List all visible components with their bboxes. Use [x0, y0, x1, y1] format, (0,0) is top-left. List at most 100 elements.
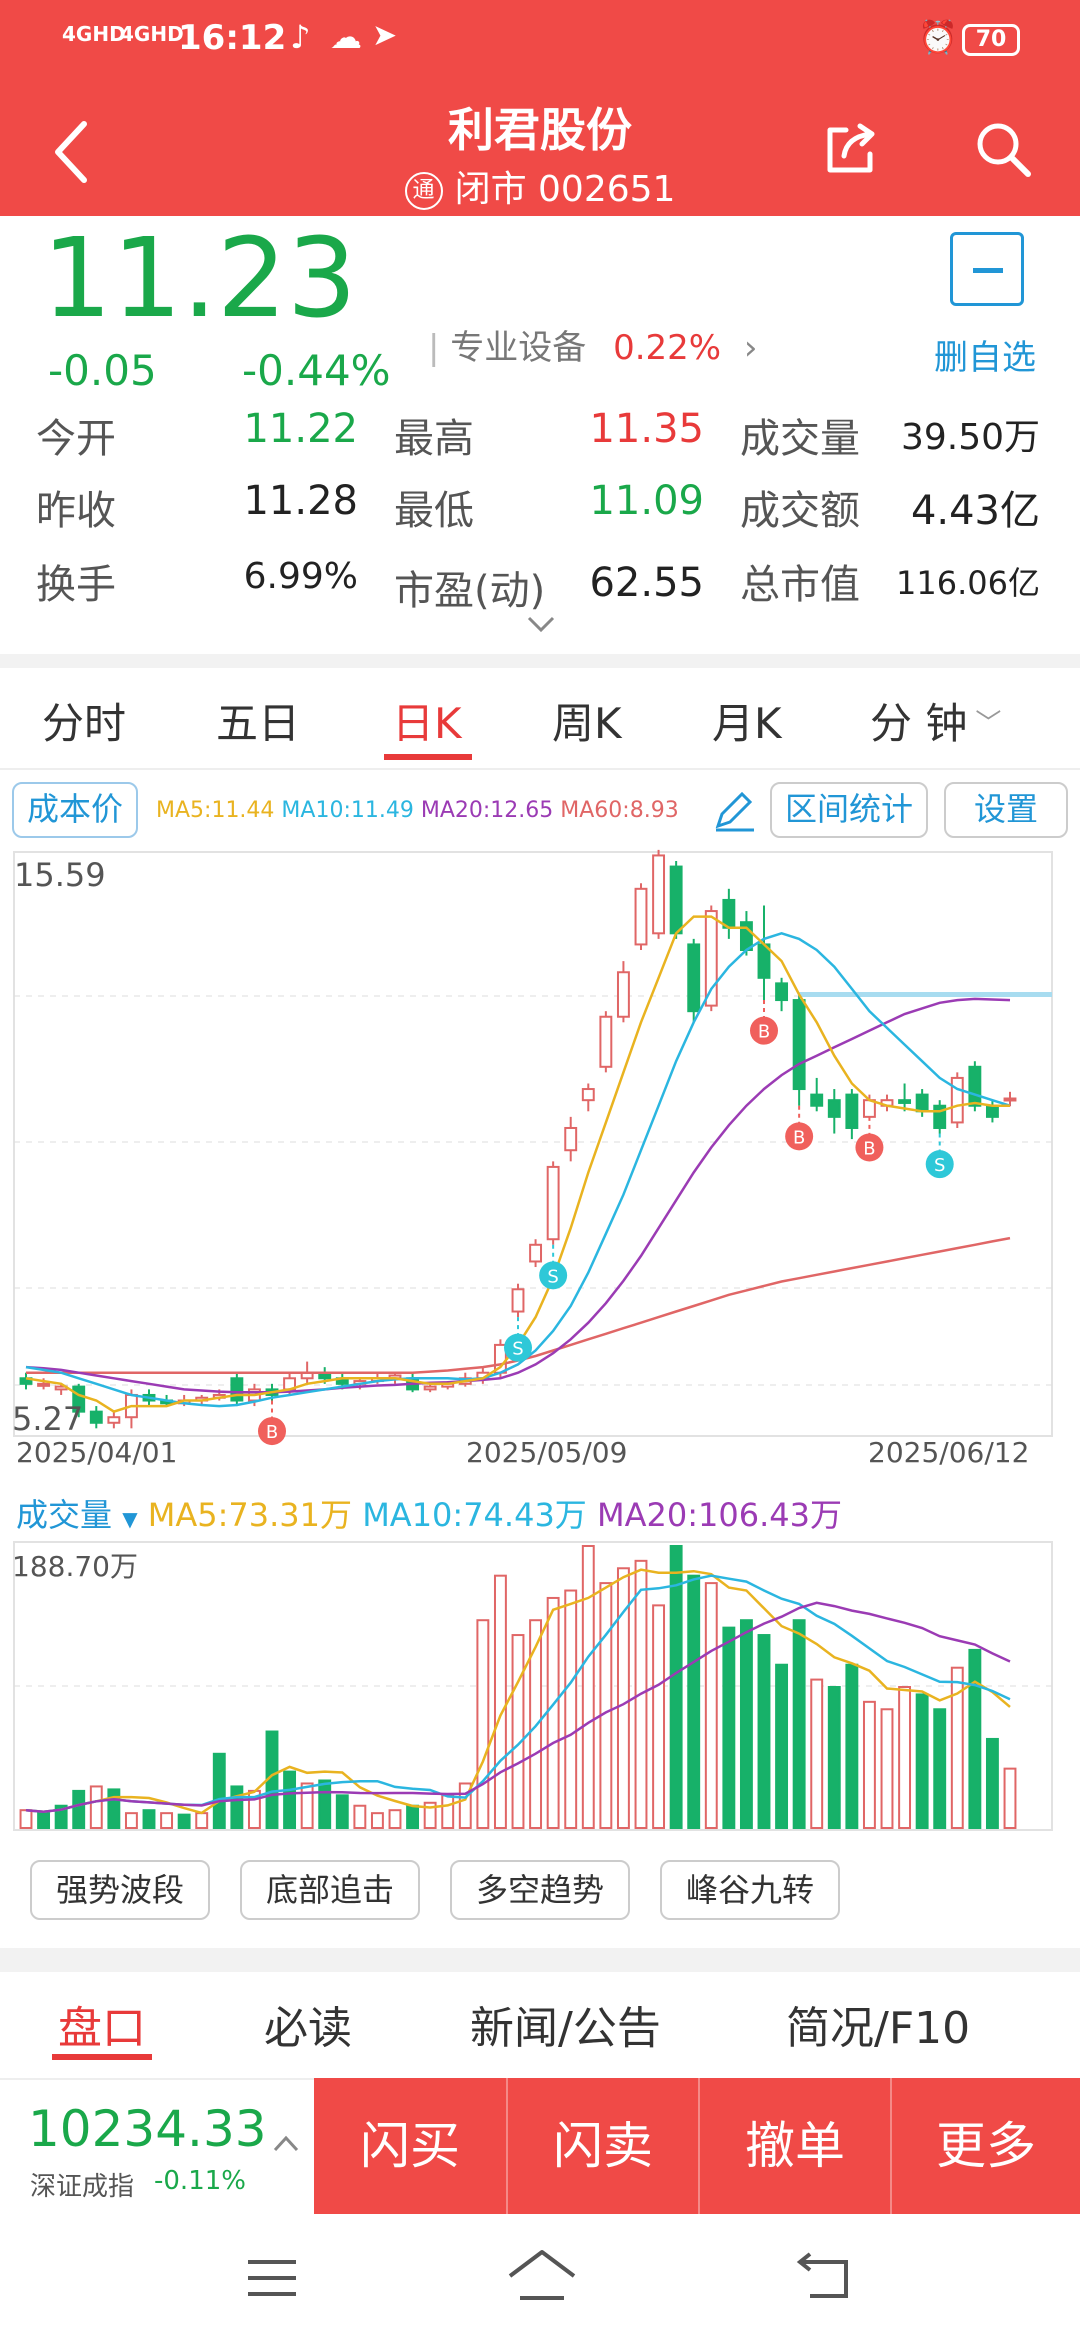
- field-value-prev-close: 11.28: [243, 478, 358, 524]
- candle-body: [529, 1243, 543, 1263]
- home-icon[interactable]: [506, 2248, 578, 2306]
- kline-chart[interactable]: B B B B S S S 15.59 5.27: [0, 848, 1080, 1478]
- tab-monthly-k[interactable]: 月K: [712, 699, 782, 748]
- tab-five-day[interactable]: 五日: [216, 699, 301, 748]
- remove-watchlist-button[interactable]: [950, 232, 1024, 306]
- section-tab-profile[interactable]: 简况/F10: [786, 2003, 971, 2054]
- volume-dropdown-icon[interactable]: ▼: [122, 1507, 138, 1531]
- field-value-volume: 39.50万: [900, 417, 1040, 458]
- candle-body: [810, 1093, 824, 1107]
- field-label-market-cap: 总市值: [740, 562, 860, 608]
- network-1: 4GHD: [62, 22, 126, 46]
- cloud-icon: ☁: [330, 18, 362, 56]
- tab-weekly-k[interactable]: 周K: [552, 699, 622, 748]
- strategy-button-strong-band[interactable]: 强势波段: [30, 1860, 210, 1920]
- header: 利君股份 通闭市 002651: [0, 80, 1080, 216]
- tab-daily-k[interactable]: 日K: [392, 699, 462, 748]
- strategy-button-long-short-trend[interactable]: 多空趋势: [450, 1860, 630, 1920]
- flash-buy-button[interactable]: 闪买: [314, 2078, 506, 2214]
- search-icon[interactable]: [974, 120, 1034, 180]
- strategy-button-bottom-chase[interactable]: 底部追击: [240, 1860, 420, 1920]
- volume-bar: [353, 1804, 367, 1830]
- candle-body: [968, 1065, 982, 1107]
- candle-body: [704, 910, 718, 1007]
- volume-bar: [19, 1809, 33, 1830]
- candle: [792, 994, 806, 1106]
- x-tick-end: 2025/06/12: [868, 1436, 1030, 1469]
- candle: [704, 905, 718, 1012]
- volume-bar: [160, 1812, 174, 1830]
- volume-bar: [177, 1813, 191, 1830]
- x-tick-mid: 2025/05/09: [466, 1436, 628, 1469]
- candle: [19, 1372, 33, 1390]
- candle: [652, 849, 666, 939]
- sector-name: 专业设备: [450, 328, 587, 368]
- candle: [107, 1411, 121, 1429]
- sector-row[interactable]: | 专业设备 0.22% ›: [428, 328, 758, 368]
- field-label-prev-close: 昨收: [36, 488, 116, 534]
- section-tab-orderbook[interactable]: 盘口: [58, 2003, 146, 2054]
- sell-signal-marker: [925, 1150, 954, 1179]
- field-label-pe: 市盈(动): [394, 568, 546, 614]
- tab-intraday[interactable]: 分时: [42, 699, 127, 748]
- section-tab-must-read[interactable]: 必读: [264, 2003, 352, 2054]
- strategy-button-peak-valley[interactable]: 峰谷九转: [660, 1860, 840, 1920]
- sell-signal-marker-text: S: [934, 1155, 945, 1176]
- ma-legend: MA5:11.44 MA10:11.49 MA20:12.65 MA60:8.9…: [156, 798, 679, 823]
- cancel-order-button[interactable]: 撤单: [698, 2078, 890, 2214]
- volume-bar: [72, 1789, 86, 1829]
- tab-minute[interactable]: 分 钟 ﹀: [870, 690, 1001, 751]
- volume-bar: [37, 1812, 51, 1830]
- index-ticker[interactable]: 10234.33 深证成指 -0.11%: [0, 2078, 314, 2218]
- section-tab-news[interactable]: 新闻/公告: [470, 2003, 661, 2054]
- volume-bar: [370, 1812, 384, 1830]
- vol-ma5-line: [25, 1568, 1011, 1815]
- candle-body: [898, 1099, 912, 1104]
- sell-signal-marker-text: S: [547, 1266, 558, 1287]
- volume-bar: [318, 1779, 332, 1829]
- pencil-icon[interactable]: [710, 786, 758, 834]
- volume-bar: [476, 1619, 490, 1829]
- candle: [634, 883, 648, 950]
- chevron-up-icon[interactable]: [272, 2134, 300, 2154]
- candle-body: [616, 971, 630, 1018]
- vol-ma20-legend: MA20:106.43万: [596, 1496, 842, 1534]
- expand-chevron-icon[interactable]: [526, 614, 556, 636]
- buy-signal-marker-text: B: [758, 1022, 770, 1043]
- candle: [845, 1089, 859, 1140]
- volume-chart[interactable]: 188.70万: [0, 1538, 1080, 1832]
- interval-stats-button[interactable]: 区间统计: [770, 782, 928, 838]
- candle-body: [599, 1015, 613, 1068]
- share-icon[interactable]: [822, 120, 880, 178]
- candle: [722, 888, 736, 939]
- flash-sell-button[interactable]: 闪卖: [506, 2078, 698, 2214]
- menu-icon[interactable]: [244, 2254, 300, 2302]
- settings-button[interactable]: 设置: [944, 782, 1068, 838]
- cost-price-button[interactable]: 成本价: [12, 782, 138, 838]
- field-label-high: 最高: [394, 416, 474, 462]
- price-change-pct: -0.44%: [242, 346, 391, 395]
- x-tick-start: 2025/04/01: [16, 1436, 178, 1469]
- volume-bar: [652, 1604, 666, 1829]
- candle-body: [72, 1385, 86, 1413]
- volume-bar: [810, 1678, 824, 1829]
- back-arrow-icon[interactable]: [52, 120, 92, 184]
- chevron-down-icon: ﹀: [975, 709, 1002, 739]
- remove-watchlist-label[interactable]: 删自选: [934, 338, 1036, 378]
- volume-bar: [300, 1782, 314, 1829]
- field-value-turnover-amount: 4.43亿: [910, 488, 1040, 534]
- back-nav-icon[interactable]: [796, 2252, 854, 2302]
- tab-minute-label: 分 钟: [870, 699, 968, 748]
- more-button[interactable]: 更多: [890, 2078, 1080, 2214]
- buy-signal-marker: [785, 1122, 814, 1151]
- bottom-trade-bar: 10234.33 深证成指 -0.11% 闪买 闪卖 撤单 更多: [0, 2078, 1080, 2218]
- buy-signal-marker: [750, 1016, 778, 1045]
- volume-label[interactable]: 成交量: [16, 1496, 113, 1534]
- candle: [880, 1094, 894, 1112]
- candle: [827, 1089, 841, 1134]
- field-value-high: 11.35: [589, 406, 704, 452]
- ma60-legend: MA60:8.93: [560, 798, 679, 823]
- candle: [687, 938, 701, 1023]
- volume-bar: [212, 1752, 226, 1829]
- candle: [564, 1116, 578, 1162]
